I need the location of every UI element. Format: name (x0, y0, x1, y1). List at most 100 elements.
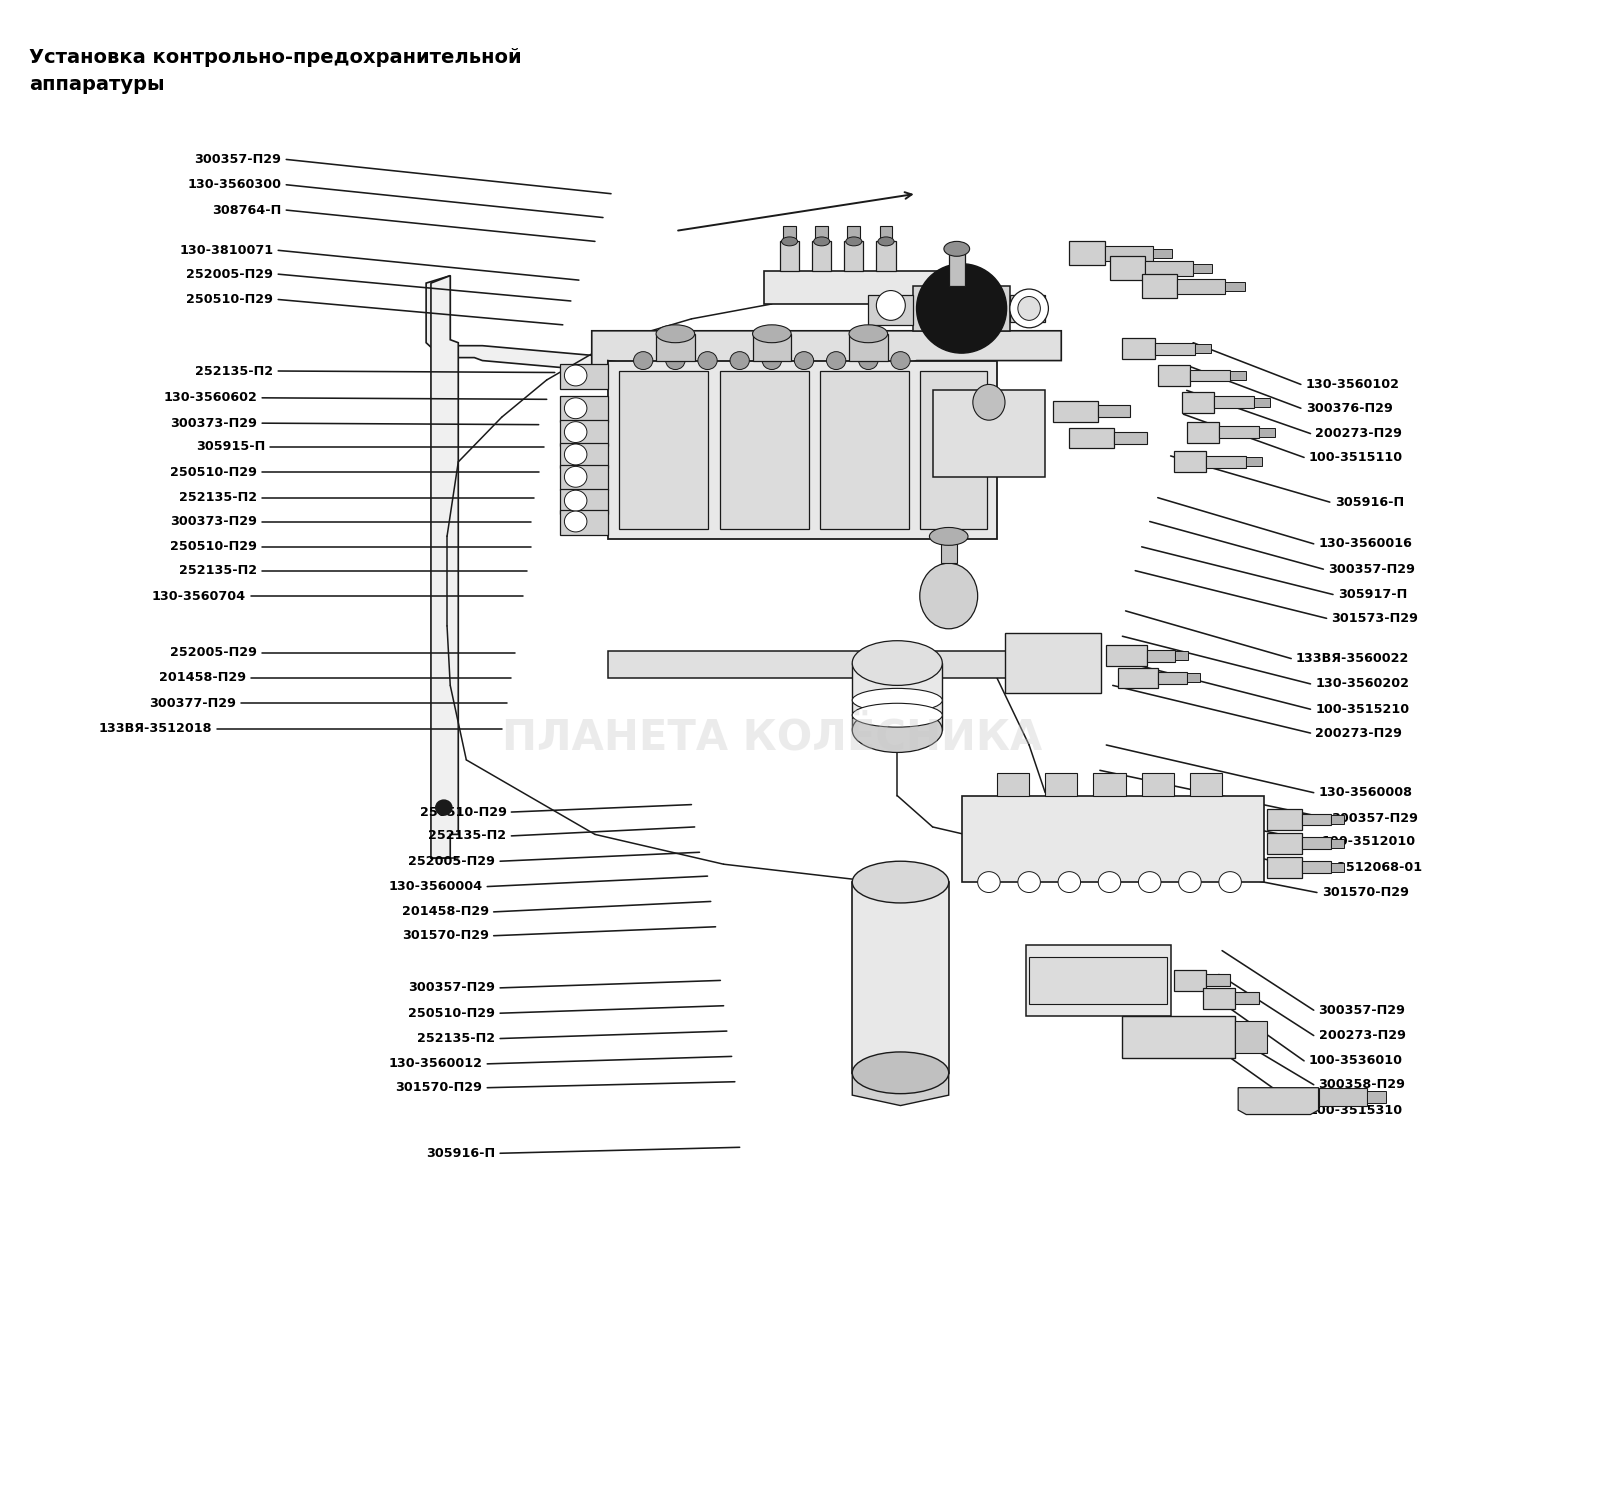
Bar (1069, 241, 1104, 265)
Text: 300357-П29: 300357-П29 (1327, 563, 1414, 575)
Text: 300358-П29: 300358-П29 (1318, 1079, 1405, 1091)
Ellipse shape (929, 527, 967, 545)
Text: Установка контрольно-предохранительной: Установка контрольно-предохранительной (29, 48, 521, 67)
Text: 301570-П29: 301570-П29 (402, 930, 489, 942)
Ellipse shape (1178, 872, 1200, 893)
Bar (1157, 672, 1186, 684)
Polygon shape (1237, 1088, 1318, 1115)
Bar (1157, 365, 1189, 386)
Ellipse shape (564, 422, 587, 443)
Bar (1173, 451, 1205, 472)
Bar (1053, 401, 1098, 422)
Ellipse shape (916, 264, 1006, 353)
Bar (1152, 249, 1172, 258)
Text: 300373-П29: 300373-П29 (170, 516, 257, 527)
Ellipse shape (852, 688, 942, 712)
Text: 100-3536010: 100-3536010 (1308, 1055, 1401, 1067)
Bar (763, 271, 948, 304)
Text: 301573-П29: 301573-П29 (1331, 612, 1417, 624)
Ellipse shape (876, 291, 905, 320)
Ellipse shape (943, 241, 969, 256)
Bar (1302, 814, 1331, 825)
Bar (1234, 992, 1258, 1004)
Text: 100-3515210: 100-3515210 (1315, 703, 1409, 715)
Bar (1181, 392, 1213, 413)
Polygon shape (591, 331, 1061, 390)
Bar (1213, 396, 1253, 408)
Text: 130-3560704: 130-3560704 (151, 590, 246, 602)
Bar (1266, 809, 1302, 830)
Bar (1175, 651, 1188, 660)
Bar (1234, 1021, 1266, 1053)
Bar (1302, 861, 1331, 873)
Bar (1202, 988, 1234, 1009)
Bar (913, 286, 1009, 331)
Text: 301570-П29: 301570-П29 (395, 1082, 482, 1094)
Ellipse shape (656, 325, 694, 343)
Bar (1154, 343, 1194, 355)
Bar (1218, 426, 1258, 438)
Bar (815, 226, 828, 241)
Text: 252005-П29: 252005-П29 (170, 647, 257, 659)
Text: 250510-П29: 250510-П29 (186, 294, 273, 305)
Ellipse shape (564, 490, 587, 511)
Text: 201458-П29: 201458-П29 (402, 906, 489, 918)
Bar (919, 371, 987, 529)
Bar (1189, 773, 1221, 796)
Text: 130-3560008: 130-3560008 (1318, 787, 1411, 799)
Ellipse shape (794, 352, 813, 370)
Text: 300376-П29: 300376-П29 (1305, 402, 1392, 414)
Text: 252135-П2: 252135-П2 (194, 365, 273, 377)
Bar (752, 334, 791, 361)
Bar (961, 796, 1263, 882)
Ellipse shape (919, 563, 977, 629)
Bar (868, 295, 913, 325)
Bar (1205, 974, 1229, 986)
Bar (940, 536, 956, 563)
Bar (1106, 645, 1146, 666)
Bar (1173, 970, 1205, 991)
Bar (1331, 839, 1343, 848)
Bar (1146, 650, 1175, 662)
Bar (1258, 428, 1274, 437)
Text: 130-3560202: 130-3560202 (1315, 678, 1408, 690)
Ellipse shape (730, 352, 749, 370)
Ellipse shape (1017, 297, 1040, 320)
Text: 300377-П29: 300377-П29 (149, 697, 236, 709)
Bar (1194, 344, 1210, 353)
Bar (1225, 282, 1244, 291)
Text: 130-3560016: 130-3560016 (1318, 538, 1411, 550)
Bar (844, 241, 863, 271)
Text: 201458-П29: 201458-П29 (159, 672, 246, 684)
Ellipse shape (826, 352, 845, 370)
Bar (1109, 256, 1144, 280)
Text: 130-3810071: 130-3810071 (178, 244, 273, 256)
Bar (1266, 833, 1302, 854)
Ellipse shape (697, 352, 717, 370)
Bar (656, 334, 694, 361)
Text: 300357-П29: 300357-П29 (194, 153, 281, 165)
Text: 250510-П29: 250510-П29 (170, 466, 257, 478)
Ellipse shape (665, 352, 685, 370)
Bar (559, 396, 607, 422)
Bar (559, 510, 607, 535)
Ellipse shape (1009, 289, 1048, 328)
Text: 305915-П: 305915-П (196, 441, 265, 453)
Ellipse shape (813, 237, 829, 246)
Ellipse shape (852, 861, 948, 903)
Text: 130-3560004: 130-3560004 (387, 881, 482, 893)
Polygon shape (431, 276, 458, 858)
Text: 252005-П29: 252005-П29 (186, 268, 273, 280)
Bar (559, 443, 607, 468)
Bar (876, 241, 895, 271)
Text: 130-3560012: 130-3560012 (389, 1058, 482, 1070)
Bar (1004, 633, 1101, 693)
Bar (996, 773, 1028, 796)
Bar (1186, 673, 1199, 682)
Ellipse shape (852, 641, 942, 685)
Bar (1141, 274, 1176, 298)
Ellipse shape (781, 237, 797, 246)
Bar (1229, 371, 1245, 380)
Bar (1192, 264, 1212, 273)
Text: 200273-П29: 200273-П29 (1315, 727, 1401, 739)
